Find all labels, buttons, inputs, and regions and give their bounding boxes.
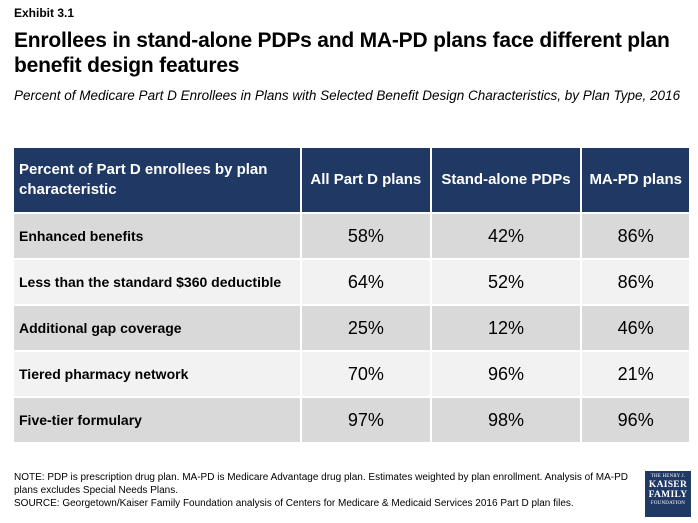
table-row: Tiered pharmacy network 70% 96% 21% [12,350,691,398]
cell-ma-pd-plans: 96% [580,396,691,444]
logo-line-3: FAMILY [648,490,688,500]
row-label: Additional gap coverage [12,304,302,352]
table-row: Five-tier formulary 97% 98% 96% [12,396,691,444]
row-label: Less than the standard $360 deductible [12,258,302,306]
page-subtitle: Percent of Medicare Part D Enrollees in … [14,88,681,103]
page-title: Enrollees in stand-alone PDPs and MA-PD … [14,29,670,77]
cell-ma-pd-plans: 21% [580,350,691,398]
cell-ma-pd-plans: 86% [580,212,691,260]
row-label: Five-tier formulary [12,396,302,444]
note-text: NOTE: PDP is prescription drug plan. MA-… [14,472,628,496]
table-row: Additional gap coverage 25% 12% 46% [12,304,691,352]
cell-stand-alone-pdps: 98% [429,396,583,444]
table-row: Enhanced benefits 58% 42% 86% [12,212,691,260]
table-header-row: Percent of Part D enrollees by plan char… [12,146,691,214]
cell-stand-alone-pdps: 52% [429,258,583,306]
row-label: Tiered pharmacy network [12,350,302,398]
benefit-design-table: Percent of Part D enrollees by plan char… [12,146,691,444]
cell-stand-alone-pdps: 42% [429,212,583,260]
cell-all-part-d: 70% [300,350,432,398]
header-all-part-d: All Part D plans [300,146,432,214]
table-row: Less than the standard $360 deductible 6… [12,258,691,306]
header-stand-alone-pdps: Stand-alone PDPs [429,146,583,214]
cell-ma-pd-plans: 86% [580,258,691,306]
source-text: SOURCE: Georgetown/Kaiser Family Foundat… [14,498,574,509]
logo-line-1: THE HENRY J. [650,474,686,479]
header-ma-pd-plans: MA-PD plans [580,146,691,214]
cell-all-part-d: 25% [300,304,432,352]
exhibit-label: Exhibit 3.1 [14,6,75,20]
row-label: Enhanced benefits [12,212,302,260]
cell-ma-pd-plans: 46% [580,304,691,352]
cell-stand-alone-pdps: 96% [429,350,583,398]
cell-all-part-d: 64% [300,258,432,306]
logo-line-2: KAISER [648,480,688,490]
footnotes: NOTE: PDP is prescription drug plan. MA-… [14,471,632,510]
header-label: Percent of Part D enrollees by plan char… [12,146,302,214]
cell-all-part-d: 58% [300,212,432,260]
cell-stand-alone-pdps: 12% [429,304,583,352]
logo-line-4: FOUNDATION [650,501,686,506]
cell-all-part-d: 97% [300,396,432,444]
kff-logo: THE HENRY J. KAISER FAMILY FOUNDATION [645,471,691,517]
